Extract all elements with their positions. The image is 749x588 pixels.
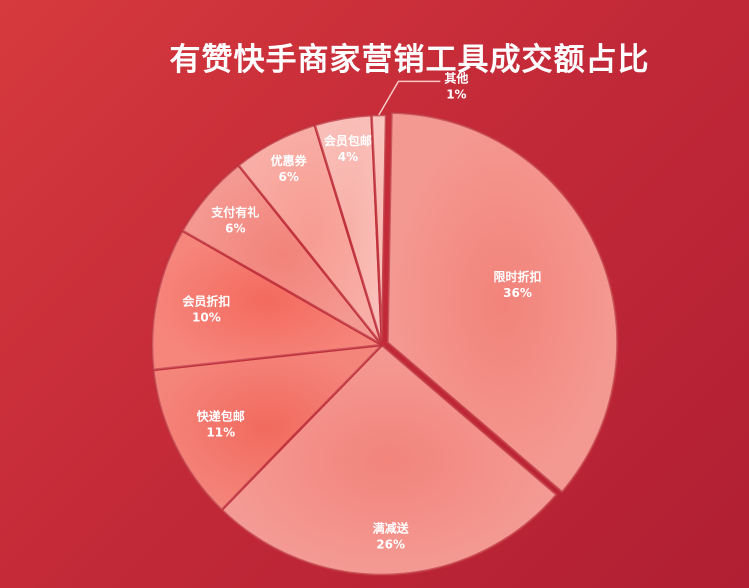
slice-label: 会员包邮	[324, 133, 372, 148]
slice-label: 限时折扣	[494, 269, 542, 284]
slice-percent: 36%	[503, 286, 532, 300]
slice-percent: 6%	[278, 170, 298, 184]
slice-percent: 10%	[192, 310, 221, 324]
slice-label: 优惠券	[271, 153, 308, 168]
slice-label: 快递包邮	[197, 409, 245, 424]
slice-label: 其他	[444, 70, 468, 85]
leader-line-other	[378, 80, 441, 116]
slice-label: 支付有礼	[210, 204, 259, 219]
slice-percent: 1%	[446, 87, 466, 101]
slice-percent: 6%	[225, 221, 245, 235]
slice-percent: 11%	[206, 426, 235, 440]
slice-label: 满减送	[373, 521, 410, 536]
slice-percent: 26%	[376, 538, 405, 552]
chart-title: 有赞快手商家营销工具成交额占比	[169, 42, 650, 78]
slice-label: 会员折扣	[182, 293, 230, 308]
slice-percent: 4%	[338, 150, 358, 164]
